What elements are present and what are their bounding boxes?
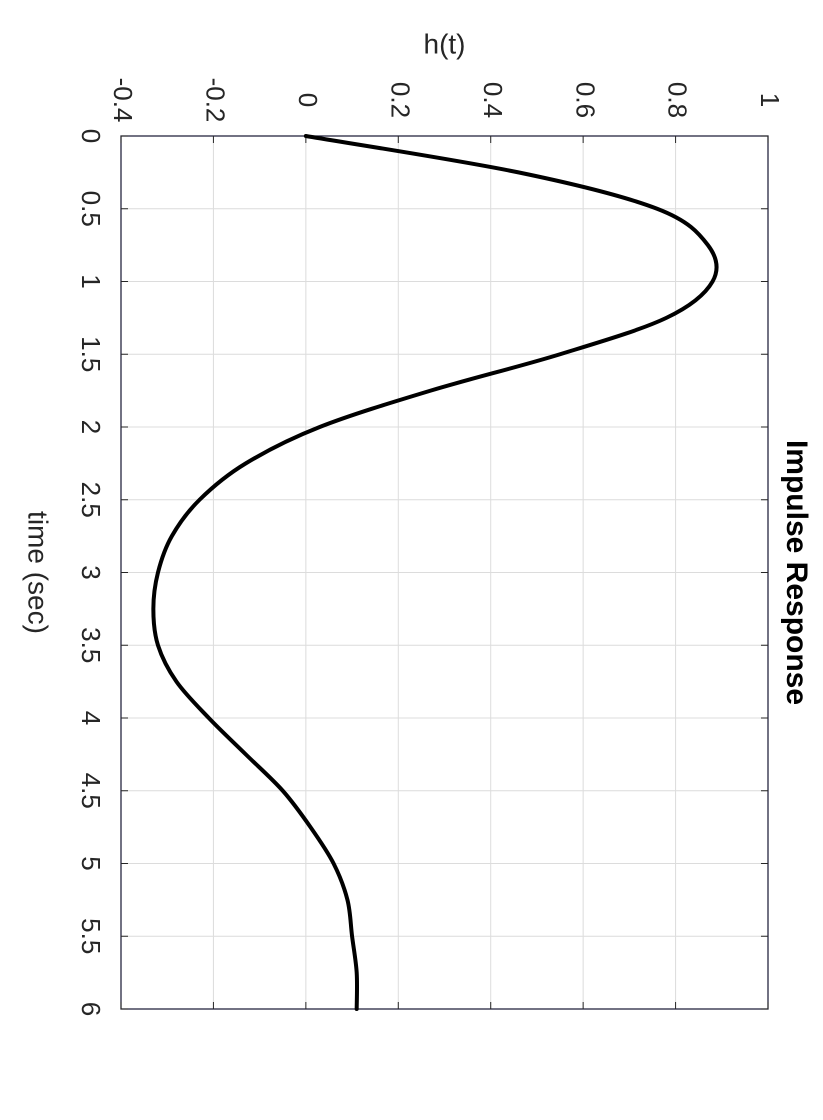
h-tick-label: -0.4 [108,78,138,123]
h-tick-label: -0.2 [201,78,231,123]
time-tick-label: 1 [76,274,106,288]
grid-layer [120,135,769,1010]
time-axis-tick-labels: 0 0.5 1 1.5 2 2.5 3 3.5 4 4.5 5 5.5 6 [76,129,106,1016]
time-tick-label: 2 [76,420,106,434]
h-tick-label: 0.8 [663,82,693,118]
time-tick-label: 1.5 [76,336,106,372]
h-tick-label: 0 [293,93,323,107]
time-tick-label: 5.5 [76,918,106,954]
time-tick-label: 4.5 [76,773,106,809]
h-tick-label: 0.6 [570,82,600,118]
time-tick-label: 2.5 [76,482,106,518]
h-tick-label: 0.4 [478,82,508,118]
time-tick-label: 4 [76,711,106,725]
h-axis-label: h(t) [424,28,466,59]
h-tick-label: 1 [755,93,785,107]
time-tick-label: 3.5 [76,627,106,663]
time-axis-label: time (sec) [23,511,54,634]
time-tick-label: 0.5 [76,191,106,227]
time-tick-label: 6 [76,1002,106,1016]
time-tick-label: 5 [76,856,106,870]
time-tick-label: 3 [76,565,106,579]
h-tick-label: 0.2 [385,82,415,118]
time-tick-label: 0 [76,129,106,143]
tick-layer [120,135,769,1010]
impulse-response-line [151,134,719,1011]
chart-title: Impulse Response [780,440,813,705]
h-axis-tick-labels: -0.4 -0.2 0 0.2 0.4 0.6 0.8 1 [108,78,785,123]
